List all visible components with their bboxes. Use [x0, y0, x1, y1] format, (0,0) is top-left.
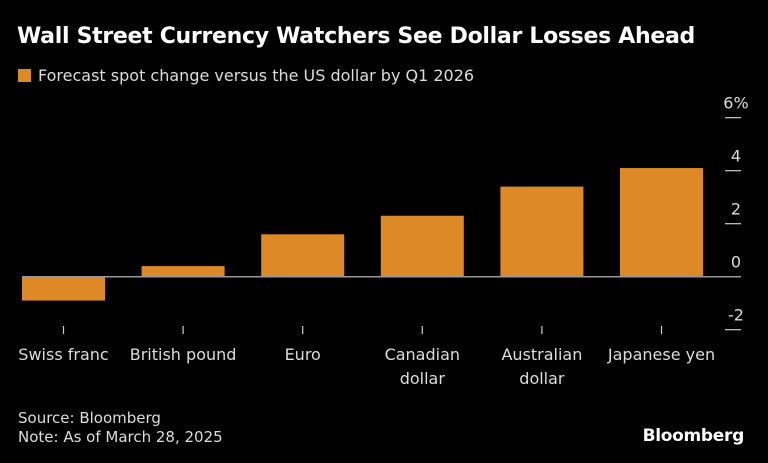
bar	[380, 215, 464, 277]
chart-title: Wall Street Currency Watchers See Dollar…	[17, 24, 695, 49]
x-tick-label: Euro	[285, 345, 321, 364]
y-tick-label: -2	[728, 306, 744, 325]
x-tick-label: Australian	[501, 345, 582, 364]
legend: Forecast spot change versus the US dolla…	[18, 66, 474, 85]
y-tick-label: 6%	[723, 94, 748, 113]
x-tick-label: dollar	[400, 369, 446, 388]
bar	[620, 168, 703, 277]
date-note: Note: As of March 28, 2025	[18, 428, 223, 446]
x-tick-label: Japanese yen	[607, 345, 715, 364]
x-tick-label: British pound	[130, 345, 237, 364]
x-tick-label: Swiss franc	[18, 345, 108, 364]
bar	[22, 276, 105, 301]
legend-label: Forecast spot change versus the US dolla…	[38, 66, 475, 85]
bar	[261, 234, 345, 277]
y-tick-label: 0	[731, 253, 741, 272]
x-tick-label: dollar	[519, 369, 565, 388]
bloomberg-logo: Bloomberg	[642, 426, 745, 446]
y-tick-label: 2	[731, 200, 741, 219]
bar	[500, 186, 584, 277]
legend-swatch	[18, 69, 31, 82]
bar	[141, 266, 225, 277]
source-note: Source: Bloomberg	[18, 409, 161, 427]
x-tick-label: Canadian	[385, 345, 460, 364]
y-tick-label: 4	[731, 147, 741, 166]
